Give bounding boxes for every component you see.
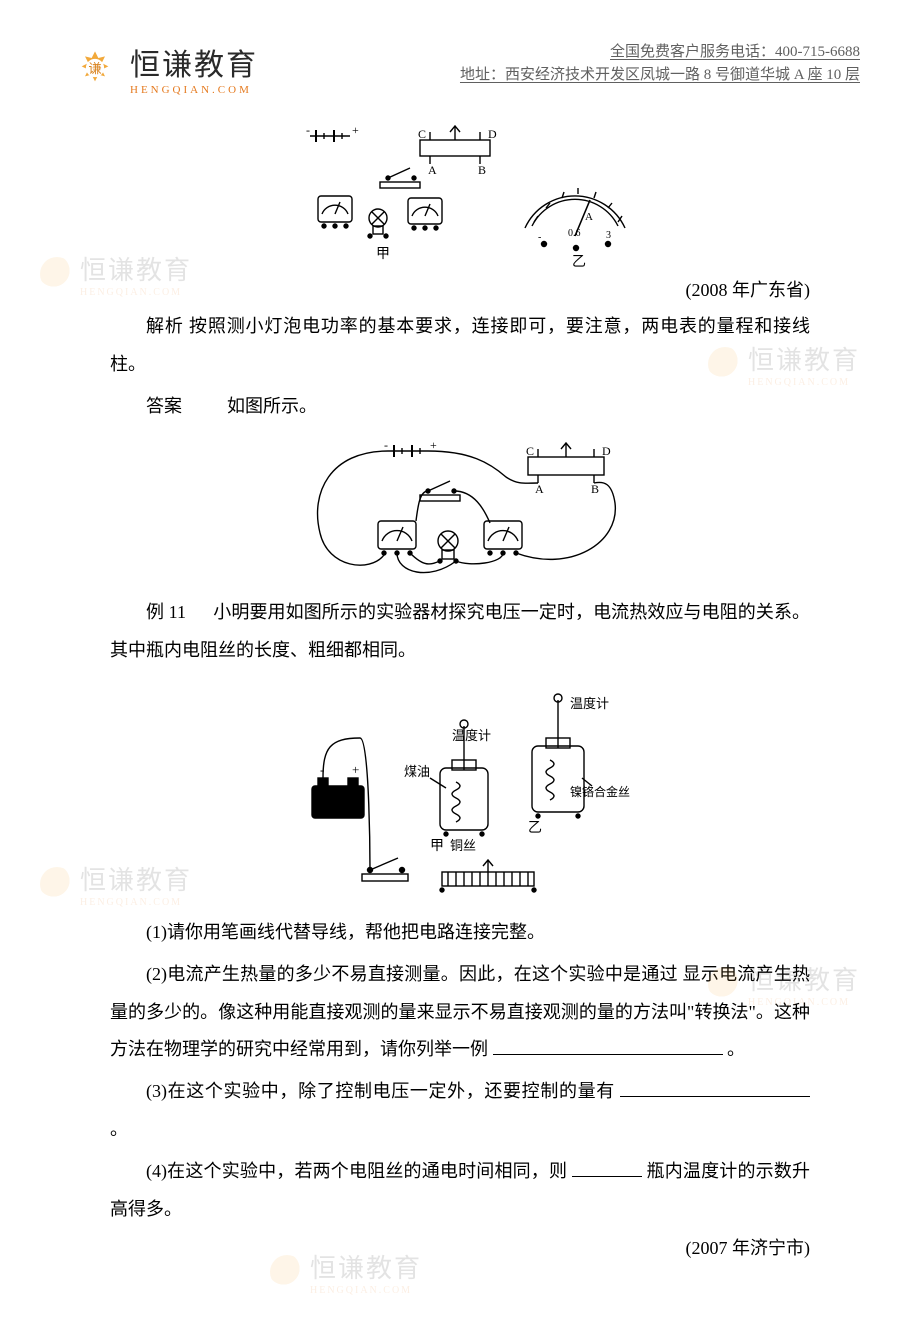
svg-text:B: B: [478, 163, 486, 177]
svg-text:C: C: [526, 444, 534, 458]
q4-text-a: (4)在这个实验中，若两个电阻丝的通电时间相同，则: [146, 1161, 567, 1181]
svg-text:3: 3: [606, 230, 611, 241]
answer-label: 答案: [146, 396, 182, 416]
svg-text:D: D: [488, 127, 497, 141]
svg-text:+: +: [430, 438, 437, 452]
svg-text:镍铬合金丝: 镍铬合金丝: [570, 784, 630, 799]
figure-2: - + C D A B: [110, 433, 810, 588]
question-3: (3)在这个实验中，除了控制电压一定外，还要控制的量有 。: [110, 1073, 810, 1149]
svg-text:A: A: [585, 211, 593, 223]
figure-1: - + C D A B: [110, 118, 810, 268]
brand-name-en: HENGQIAN.COM: [130, 84, 258, 96]
brand-name-cn: 恒谦教育: [130, 40, 258, 84]
page-header: 谦 恒谦教育 HENGQIAN.COM 全国免费客户服务电话：400-715-6…: [0, 40, 920, 110]
blank-q2: [493, 1036, 723, 1055]
example-label: 例 11: [146, 602, 186, 622]
period: 。: [727, 1039, 745, 1059]
analysis-text: 按照测小灯泡电功率的基本要求，连接即可，要注意，两电表的量程和接线柱。: [110, 316, 810, 374]
svg-text:温度计: 温度计: [452, 728, 491, 743]
watermark-logo: [270, 1255, 304, 1289]
answer-para: 答案 如图所示。: [110, 388, 810, 426]
svg-text:煤油: 煤油: [404, 764, 430, 779]
question-1: (1)请你用笔画线代替导线，帮他把电路连接完整。: [110, 914, 810, 952]
example-11-para: 例 11 小明要用如图所示的实验器材探究电压一定时，电流热效应与电阻的关系。其中…: [110, 594, 810, 670]
svg-text:-: -: [384, 438, 388, 452]
answer-text: 如图所示。: [227, 396, 317, 416]
logo-icon: 谦: [70, 43, 120, 93]
question-2: (2)电流产生热量的多少不易直接测量。因此，在这个实验中是通过 显示电流产生热量…: [110, 956, 810, 1069]
example-text: 小明要用如图所示的实验器材探究电压一定时，电流热效应与电阻的关系。其中瓶内电阻丝…: [110, 602, 810, 660]
svg-text:谦: 谦: [88, 61, 101, 76]
analysis-label: 解析: [146, 316, 184, 336]
source-2: (2007 年济宁市): [110, 1234, 810, 1260]
svg-text:甲: 甲: [376, 247, 390, 262]
svg-text:乙: 乙: [528, 820, 542, 836]
figure-3: - +: [110, 678, 810, 908]
q2-text-a: (2)电流产生热量的多少不易直接测量。因此，在这个实验中是通过: [146, 964, 678, 984]
address-text: 地址：西安经济技术开发区凤城一路 8 号御道华城 A 座 10 层: [460, 63, 860, 84]
period: 。: [110, 1119, 128, 1139]
svg-text:-: -: [306, 123, 310, 137]
q3-text: (3)在这个实验中，除了控制电压一定外，还要控制的量有: [146, 1081, 615, 1101]
svg-text:乙: 乙: [572, 254, 586, 268]
svg-text:温度计: 温度计: [570, 696, 609, 711]
blank-q4: [572, 1158, 642, 1177]
svg-text:铜丝: 铜丝: [450, 838, 476, 853]
brand-logo: 谦 恒谦教育 HENGQIAN.COM: [70, 40, 258, 96]
page-content: - + C D A B: [0, 118, 920, 1260]
blank-q3: [620, 1078, 810, 1097]
svg-text:B: B: [591, 482, 599, 496]
svg-text:A: A: [428, 163, 437, 177]
svg-text:-: -: [538, 232, 541, 243]
svg-text:D: D: [602, 444, 611, 458]
hotline-text: 全国免费客户服务电话：400-715-6688: [460, 40, 860, 61]
svg-text:A: A: [535, 482, 544, 496]
analysis-para: 解析 按照测小灯泡电功率的基本要求，连接即可，要注意，两电表的量程和接线柱。: [110, 308, 810, 384]
svg-text:C: C: [418, 127, 426, 141]
question-4: (4)在这个实验中，若两个电阻丝的通电时间相同，则 瓶内温度计的示数升高得多。: [110, 1153, 810, 1229]
svg-text:+: +: [352, 762, 359, 777]
source-1: (2008 年广东省): [110, 276, 810, 302]
watermark-en: HENGQIAN.COM: [310, 1285, 422, 1296]
svg-text:+: +: [352, 123, 359, 137]
svg-text:0.6: 0.6: [568, 228, 581, 239]
svg-text:甲: 甲: [430, 839, 444, 854]
header-contact: 全国免费客户服务电话：400-715-6688 地址：西安经济技术开发区凤城一路…: [460, 40, 860, 86]
